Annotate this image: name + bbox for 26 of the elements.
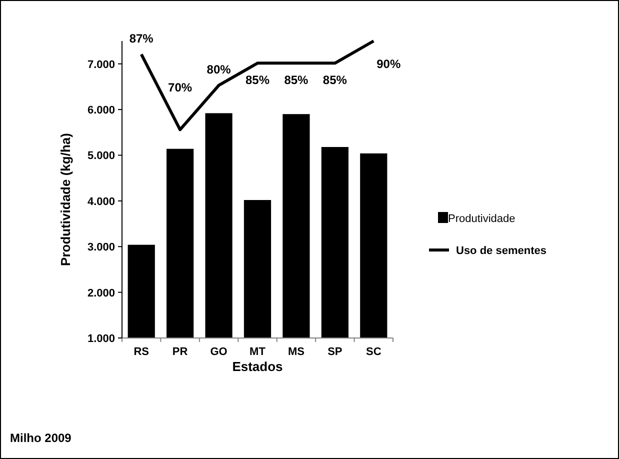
x-tick-label: SP [328, 346, 342, 358]
x-tick-label: PR [172, 346, 188, 358]
text: Milho 2009 [10, 431, 72, 445]
y-tick-label: 6.000 [87, 104, 115, 117]
x-tick-label: GO [210, 346, 228, 358]
y-tick-label: 4.000 [87, 196, 115, 208]
data-label: 85% [284, 73, 309, 88]
legend-label: Produtividade [448, 213, 516, 225]
data-label: 90% [376, 57, 401, 71]
data-label: 85% [322, 73, 348, 88]
x-tick-label: MT [250, 346, 266, 358]
y-tick-label: 5.000 [87, 150, 115, 162]
x-tick-label: RS [134, 346, 149, 358]
data-label: 80% [206, 62, 232, 76]
y-tick-label: 7.000 [87, 58, 115, 71]
data-label: 85% [245, 73, 270, 88]
y-tick-label: 1.000 [87, 333, 115, 345]
y-tick-label: 2.000 [87, 287, 115, 300]
x-tick-label: MS [288, 346, 304, 358]
y-axis-title: Produtividade (kg/ha) [58, 133, 73, 266]
data-label: 87% [129, 31, 154, 46]
y-tick-label: 3.000 [87, 242, 115, 254]
data-label: 70% [168, 80, 192, 95]
x-axis-title: Estados [232, 359, 283, 374]
x-tick-label: SC [366, 346, 382, 358]
legend-label: Uso de sementes [456, 245, 546, 257]
